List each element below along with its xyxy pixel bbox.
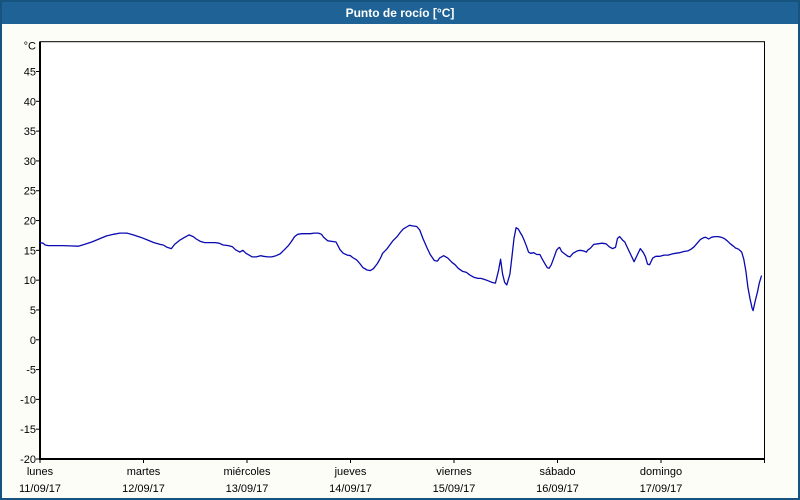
y-tick-label: 45: [24, 67, 36, 79]
y-tick-label: 40: [24, 96, 36, 108]
dew-point-line: [39, 224, 763, 312]
day-name-label: jueves: [334, 466, 367, 478]
day-date-label: 17/09/17: [640, 483, 683, 495]
y-tick-label: 10: [24, 275, 36, 287]
plot-area: [40, 41, 765, 459]
chart-canvas: 45 40 35 30 25 20 15 10 5 0 -5 -10 -15 -20 °C lunes 11/…: [19, 41, 765, 495]
y-tick-label: -20: [20, 454, 36, 466]
y-tick-label: 5: [30, 305, 36, 317]
y-axis-labels: 45 40 35 30 25 20 15 10 5 0 -5 -10 -15 -20 °C: [20, 41, 36, 466]
day-name-label: lunes: [27, 466, 54, 478]
day-date-label: 11/09/17: [19, 483, 61, 495]
day-date-label: 12/09/17: [122, 483, 165, 495]
y-tick-label: 25: [24, 186, 36, 198]
y-tick-label: -10: [20, 394, 36, 406]
title-bar: Punto de rocío [°C]: [2, 2, 798, 24]
day-date-label: 16/09/17: [536, 483, 579, 495]
y-tick-label: -5: [26, 365, 36, 377]
day-name-label: martes: [127, 466, 161, 478]
page-title: Punto de rocío [°C]: [345, 6, 455, 20]
dew-point-series: [39, 224, 763, 312]
y-tick-label: 20: [24, 216, 36, 228]
plot-frame: [39, 41, 765, 460]
day-date-label: 13/09/17: [226, 483, 269, 495]
y-tick-label: 35: [24, 126, 36, 138]
day-name-label: domingo: [640, 466, 682, 478]
day-date-label: 14/09/17: [329, 483, 372, 495]
day-name-label: viernes: [436, 466, 472, 478]
day-date-label: 15/09/17: [433, 483, 476, 495]
x-axis-labels: lunes 11/09/17 martes 12/09/17 miércoles 13/0…: [19, 466, 682, 495]
y-tick-label: -15: [20, 424, 36, 436]
day-name-label: sábado: [539, 466, 575, 478]
y-axis-unit-label: °C: [24, 41, 36, 53]
y-tick-label: 15: [24, 245, 36, 257]
y-tick-label: 0: [30, 335, 36, 347]
axis-ticks: [36, 71, 765, 463]
day-name-label: miércoles: [223, 466, 271, 478]
y-tick-label: 30: [24, 156, 36, 168]
